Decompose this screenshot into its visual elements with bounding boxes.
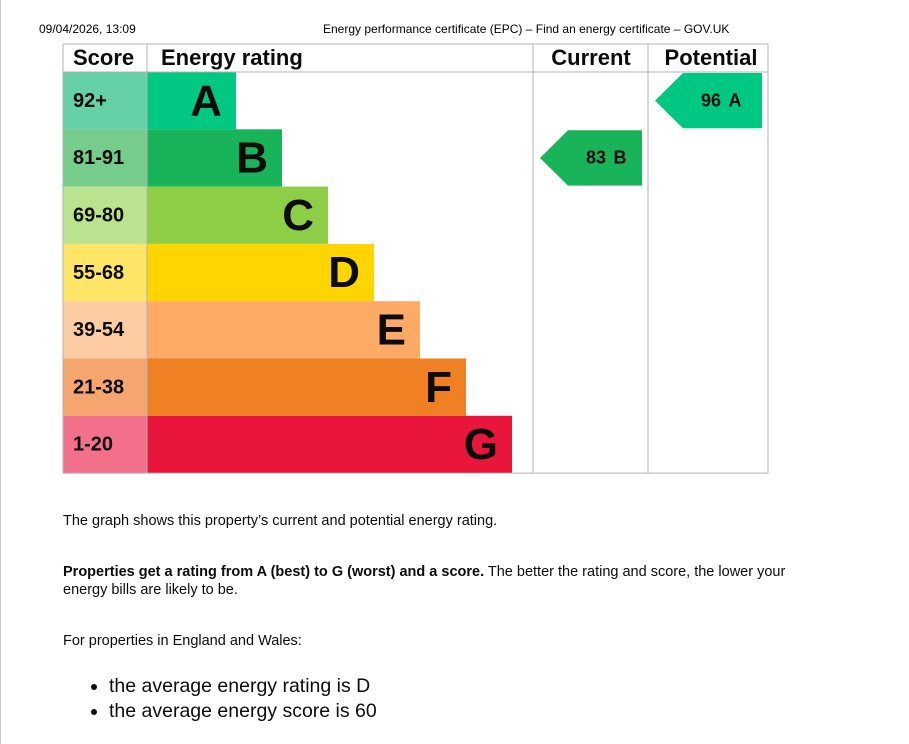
rating-bold: Properties get a rating from A (best) to… xyxy=(63,564,485,580)
potential-arrow xyxy=(655,73,762,129)
potential-score: 96 xyxy=(701,90,721,110)
score-cell xyxy=(63,301,147,359)
rating-letter: D xyxy=(328,248,360,297)
column-header: Current xyxy=(551,45,631,70)
region-text: For properties in England and Wales: xyxy=(63,633,302,649)
bullet: the average energy score is 60 xyxy=(109,699,377,724)
rating-letter: A xyxy=(190,76,222,125)
rating-text: Properties get a rating from A (best) to… xyxy=(63,563,823,599)
score-range: 21-38 xyxy=(73,376,124,398)
score-cell xyxy=(63,129,147,187)
score-cell xyxy=(63,72,147,130)
score-cell xyxy=(63,358,147,416)
score-cell xyxy=(63,243,147,302)
score-range: 92+ xyxy=(73,90,107,112)
rating-letter: B xyxy=(236,134,268,183)
rating-bar xyxy=(147,358,466,416)
timestamp: 09/04/2026, 13:09 xyxy=(39,22,136,36)
score-cell xyxy=(63,186,147,244)
score-range: 81-91 xyxy=(73,147,124,169)
rating-letter: F xyxy=(425,363,452,412)
rating-bar xyxy=(147,301,420,359)
rating-letter: G xyxy=(464,420,498,469)
column-header: Energy rating xyxy=(161,45,303,70)
rating-bar xyxy=(147,129,282,187)
score-range: 1-20 xyxy=(73,434,113,456)
score-range: 39-54 xyxy=(73,319,125,341)
score-range: 55-68 xyxy=(73,262,124,284)
rating-bar xyxy=(147,415,512,474)
rating-rest: The better the rating and score, the low… xyxy=(63,564,786,598)
score-range: 69-80 xyxy=(73,205,124,227)
score-cell xyxy=(63,415,147,474)
rating-bar xyxy=(147,72,236,130)
column-header: Score xyxy=(73,45,134,70)
bullet-list: the average energy rating is D the avera… xyxy=(63,674,377,724)
bullet: the average energy rating is D xyxy=(109,674,377,699)
potential-rating: A xyxy=(729,90,742,110)
rating-bar xyxy=(147,243,374,302)
rating-letter: C xyxy=(282,191,314,240)
epc-chart: Score Energy rating Current Potential 92+ A 81… xyxy=(62,43,769,474)
rating-bar xyxy=(147,186,328,244)
current-arrow xyxy=(540,130,642,186)
rating-letter: E xyxy=(377,305,406,354)
column-header: Potential xyxy=(665,45,758,70)
page-title: Energy performance certificate (EPC) – F… xyxy=(323,22,730,36)
current-score: 83 xyxy=(586,148,606,168)
current-rating: B xyxy=(614,148,627,168)
intro-text: The graph shows this property’s current … xyxy=(63,513,498,529)
